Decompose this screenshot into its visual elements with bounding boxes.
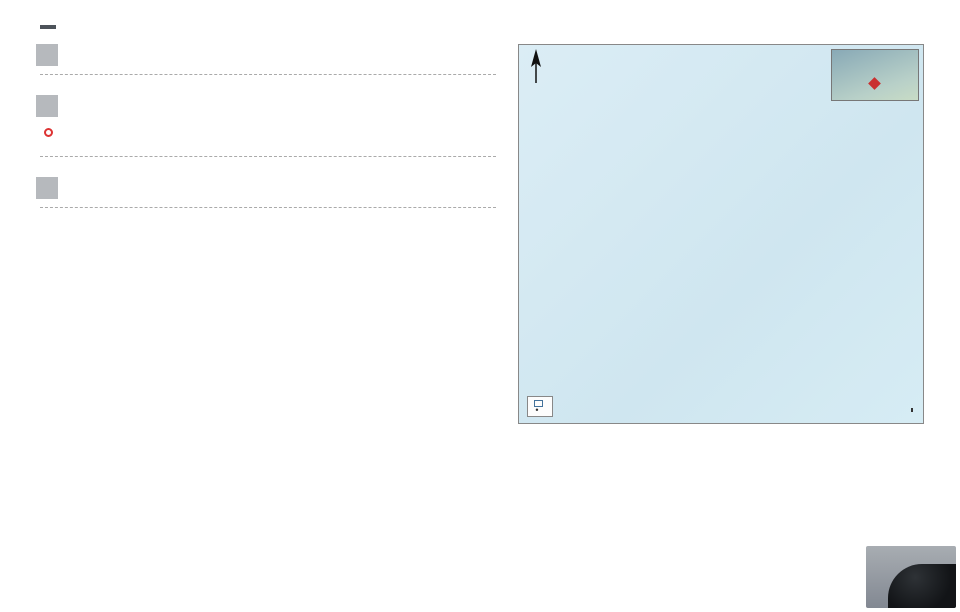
legend-row: •	[534, 407, 546, 413]
scale-bar	[911, 408, 913, 413]
left-column	[36, 44, 496, 424]
map-frame: •	[518, 44, 924, 424]
bullet-square-icon	[36, 44, 58, 66]
vertex-layer	[519, 45, 923, 423]
section-body	[36, 121, 496, 157]
logo-block	[40, 16, 56, 36]
presenter-camera-thumbnail	[866, 546, 956, 608]
scale-bar-graphic	[911, 408, 913, 412]
section-heading	[36, 177, 496, 199]
right-column: •	[518, 44, 924, 424]
section-contrato	[36, 95, 496, 157]
section-ubicacion	[36, 44, 496, 75]
slide: •	[0, 0, 960, 612]
section-body	[36, 70, 496, 75]
section-ptyp	[36, 177, 496, 208]
bullet-square-icon	[36, 95, 58, 117]
text-line	[40, 203, 496, 208]
bullet-square-icon	[36, 177, 58, 199]
logo-text	[40, 25, 56, 29]
section-heading	[36, 44, 496, 66]
legend-point-icon: •	[534, 407, 540, 413]
marker-dot-icon	[44, 128, 53, 137]
section-heading	[36, 95, 496, 117]
map-legend: •	[527, 396, 553, 417]
content-row: •	[28, 44, 932, 424]
text-line	[40, 121, 496, 144]
divider	[40, 156, 496, 157]
text-line	[40, 70, 496, 75]
text-line	[40, 150, 496, 152]
section-body	[36, 203, 496, 208]
